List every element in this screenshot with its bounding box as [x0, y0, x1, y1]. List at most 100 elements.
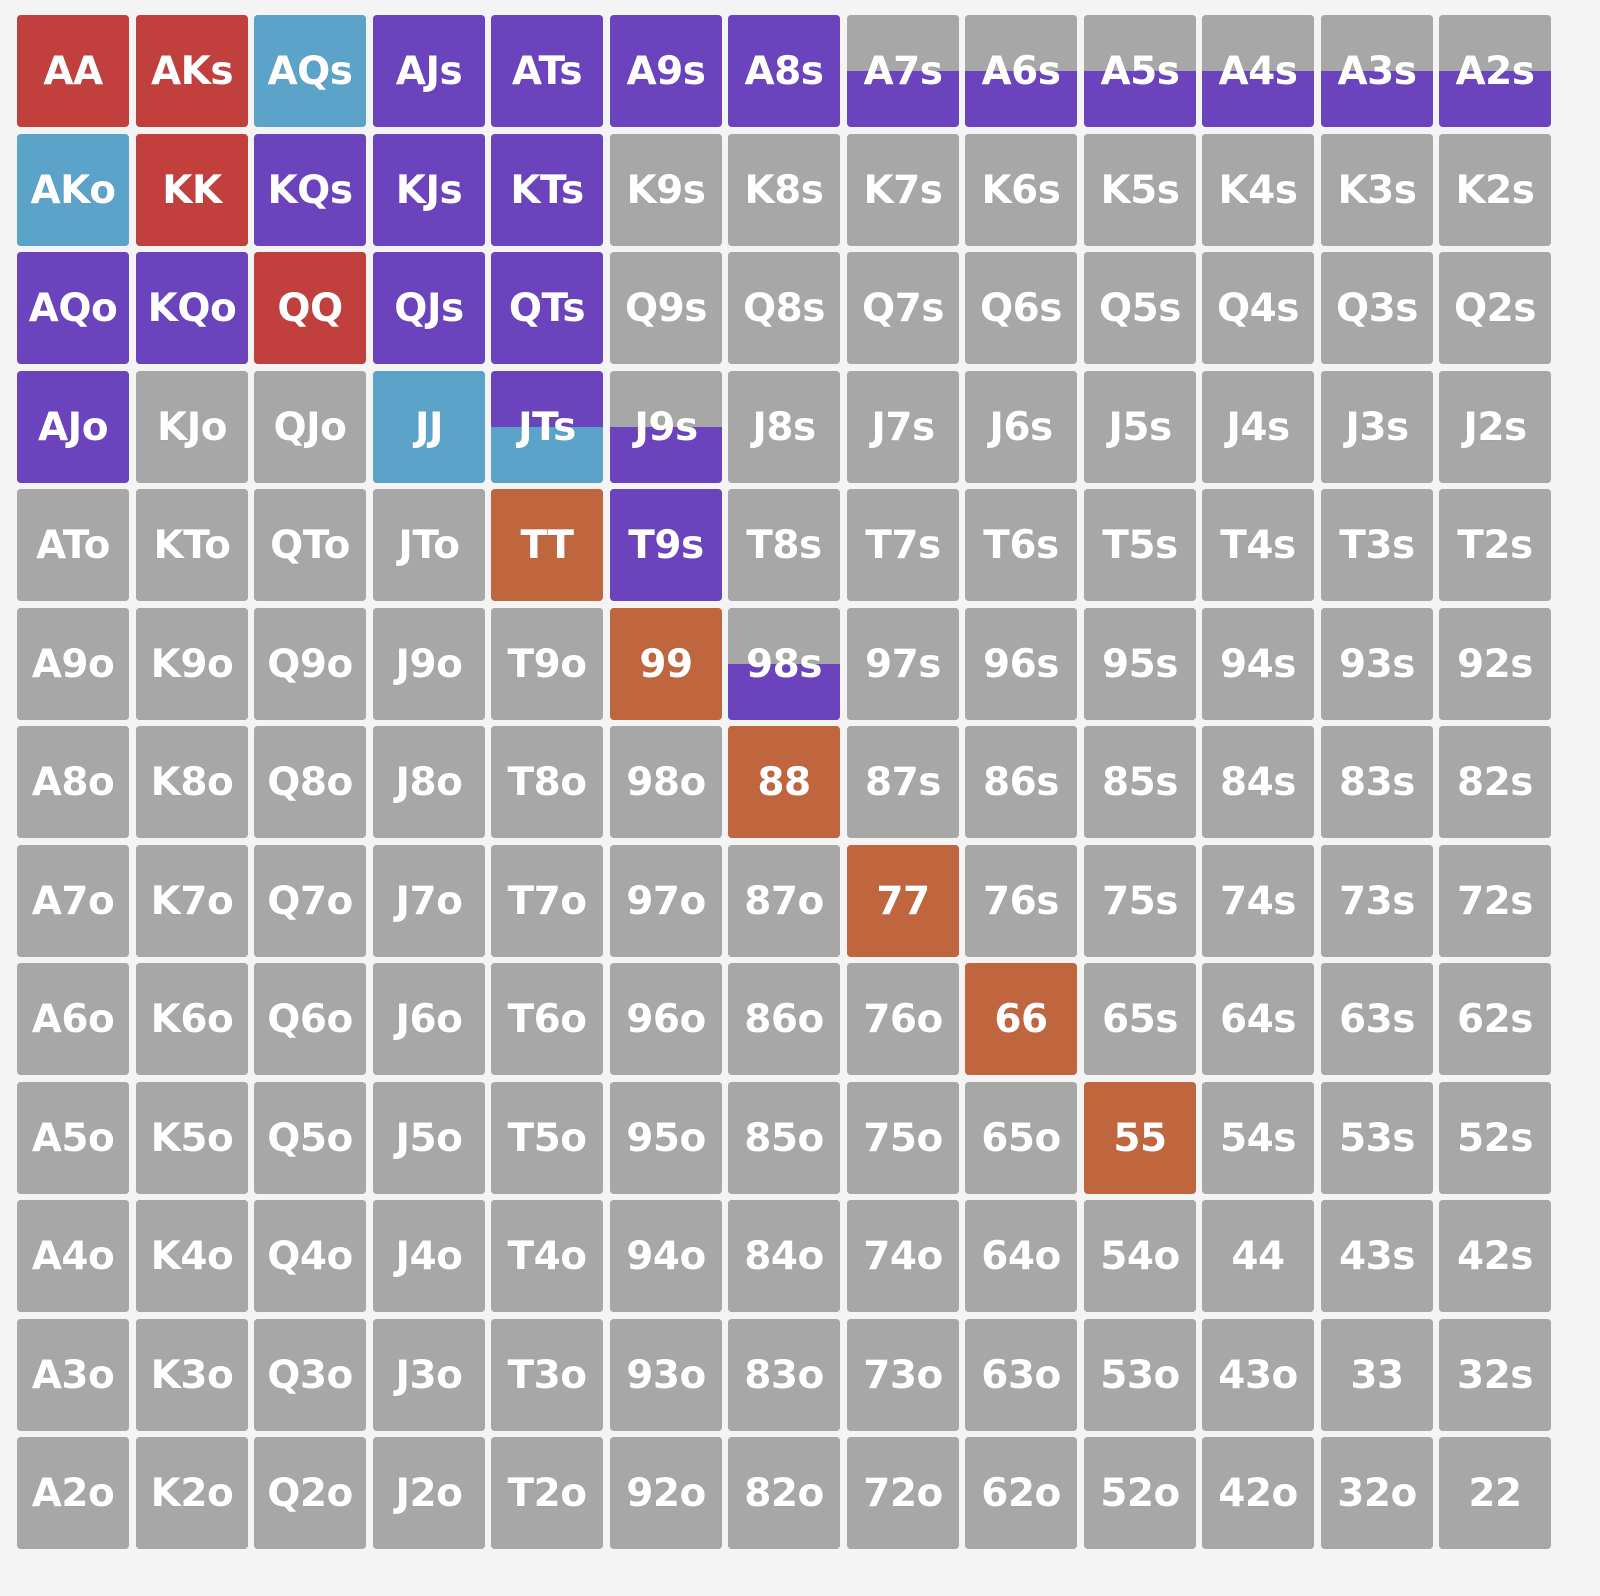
hand-cell-j2o[interactable]: J2o — [373, 1437, 485, 1549]
hand-cell-jto[interactable]: JTo — [373, 489, 485, 601]
hand-cell-ats[interactable]: ATs — [491, 15, 603, 127]
hand-cell-94o[interactable]: 94o — [610, 1200, 722, 1312]
hand-cell-t2s[interactable]: T2s — [1439, 489, 1551, 601]
hand-cell-j5o[interactable]: J5o — [373, 1082, 485, 1194]
hand-cell-j4o[interactable]: J4o — [373, 1200, 485, 1312]
hand-cell-q3s[interactable]: Q3s — [1321, 252, 1433, 364]
hand-cell-63s[interactable]: 63s — [1321, 963, 1433, 1075]
hand-cell-a8s[interactable]: A8s — [728, 15, 840, 127]
hand-cell-82o[interactable]: 82o — [728, 1437, 840, 1549]
hand-cell-93o[interactable]: 93o — [610, 1319, 722, 1431]
hand-cell-62s[interactable]: 62s — [1439, 963, 1551, 1075]
hand-cell-72s[interactable]: 72s — [1439, 845, 1551, 957]
hand-cell-53s[interactable]: 53s — [1321, 1082, 1433, 1194]
hand-cell-85s[interactable]: 85s — [1084, 726, 1196, 838]
hand-cell-a5s[interactable]: A5s — [1084, 15, 1196, 127]
hand-cell-tt[interactable]: TT — [491, 489, 603, 601]
hand-cell-ajo[interactable]: AJo — [17, 371, 129, 483]
hand-cell-88[interactable]: 88 — [728, 726, 840, 838]
hand-cell-k3s[interactable]: K3s — [1321, 134, 1433, 246]
hand-cell-kjs[interactable]: KJs — [373, 134, 485, 246]
hand-cell-a6o[interactable]: A6o — [17, 963, 129, 1075]
hand-cell-54o[interactable]: 54o — [1084, 1200, 1196, 1312]
hand-cell-55[interactable]: 55 — [1084, 1082, 1196, 1194]
hand-cell-73o[interactable]: 73o — [847, 1319, 959, 1431]
hand-cell-53o[interactable]: 53o — [1084, 1319, 1196, 1431]
hand-cell-jts[interactable]: JTs — [491, 371, 603, 483]
hand-cell-qq[interactable]: QQ — [254, 252, 366, 364]
hand-cell-t4o[interactable]: T4o — [491, 1200, 603, 1312]
hand-cell-87o[interactable]: 87o — [728, 845, 840, 957]
hand-cell-j2s[interactable]: J2s — [1439, 371, 1551, 483]
hand-cell-q4o[interactable]: Q4o — [254, 1200, 366, 1312]
hand-cell-qjo[interactable]: QJo — [254, 371, 366, 483]
hand-cell-a5o[interactable]: A5o — [17, 1082, 129, 1194]
hand-cell-t3s[interactable]: T3s — [1321, 489, 1433, 601]
hand-cell-k2o[interactable]: K2o — [136, 1437, 248, 1549]
hand-cell-j7s[interactable]: J7s — [847, 371, 959, 483]
hand-cell-aks[interactable]: AKs — [136, 15, 248, 127]
hand-cell-j6o[interactable]: J6o — [373, 963, 485, 1075]
hand-cell-qts[interactable]: QTs — [491, 252, 603, 364]
hand-cell-86o[interactable]: 86o — [728, 963, 840, 1075]
hand-cell-k6o[interactable]: K6o — [136, 963, 248, 1075]
hand-cell-t3o[interactable]: T3o — [491, 1319, 603, 1431]
hand-cell-98s[interactable]: 98s — [728, 608, 840, 720]
hand-cell-73s[interactable]: 73s — [1321, 845, 1433, 957]
hand-cell-42s[interactable]: 42s — [1439, 1200, 1551, 1312]
hand-cell-kjo[interactable]: KJo — [136, 371, 248, 483]
hand-cell-96o[interactable]: 96o — [610, 963, 722, 1075]
hand-cell-t5s[interactable]: T5s — [1084, 489, 1196, 601]
hand-cell-q5o[interactable]: Q5o — [254, 1082, 366, 1194]
hand-cell-a9o[interactable]: A9o — [17, 608, 129, 720]
hand-cell-a8o[interactable]: A8o — [17, 726, 129, 838]
hand-cell-a6s[interactable]: A6s — [965, 15, 1077, 127]
hand-cell-43s[interactable]: 43s — [1321, 1200, 1433, 1312]
hand-cell-22[interactable]: 22 — [1439, 1437, 1551, 1549]
hand-cell-75o[interactable]: 75o — [847, 1082, 959, 1194]
hand-cell-j4s[interactable]: J4s — [1202, 371, 1314, 483]
hand-cell-63o[interactable]: 63o — [965, 1319, 1077, 1431]
hand-cell-77[interactable]: 77 — [847, 845, 959, 957]
hand-cell-k7o[interactable]: K7o — [136, 845, 248, 957]
hand-cell-83s[interactable]: 83s — [1321, 726, 1433, 838]
hand-cell-76o[interactable]: 76o — [847, 963, 959, 1075]
hand-cell-97s[interactable]: 97s — [847, 608, 959, 720]
hand-cell-t7s[interactable]: T7s — [847, 489, 959, 601]
hand-cell-k8o[interactable]: K8o — [136, 726, 248, 838]
hand-cell-q2o[interactable]: Q2o — [254, 1437, 366, 1549]
hand-cell-k3o[interactable]: K3o — [136, 1319, 248, 1431]
hand-cell-83o[interactable]: 83o — [728, 1319, 840, 1431]
hand-cell-32o[interactable]: 32o — [1321, 1437, 1433, 1549]
hand-cell-75s[interactable]: 75s — [1084, 845, 1196, 957]
hand-cell-98o[interactable]: 98o — [610, 726, 722, 838]
hand-cell-k2s[interactable]: K2s — [1439, 134, 1551, 246]
hand-cell-92o[interactable]: 92o — [610, 1437, 722, 1549]
hand-cell-43o[interactable]: 43o — [1202, 1319, 1314, 1431]
hand-cell-87s[interactable]: 87s — [847, 726, 959, 838]
hand-cell-a7o[interactable]: A7o — [17, 845, 129, 957]
hand-cell-t2o[interactable]: T2o — [491, 1437, 603, 1549]
hand-cell-j6s[interactable]: J6s — [965, 371, 1077, 483]
hand-cell-q7o[interactable]: Q7o — [254, 845, 366, 957]
hand-cell-kqo[interactable]: KQo — [136, 252, 248, 364]
hand-cell-a2s[interactable]: A2s — [1439, 15, 1551, 127]
hand-cell-j8s[interactable]: J8s — [728, 371, 840, 483]
hand-cell-a4o[interactable]: A4o — [17, 1200, 129, 1312]
hand-cell-q6s[interactable]: Q6s — [965, 252, 1077, 364]
hand-cell-k6s[interactable]: K6s — [965, 134, 1077, 246]
hand-cell-q5s[interactable]: Q5s — [1084, 252, 1196, 364]
hand-cell-a2o[interactable]: A2o — [17, 1437, 129, 1549]
hand-cell-96s[interactable]: 96s — [965, 608, 1077, 720]
hand-cell-ako[interactable]: AKo — [17, 134, 129, 246]
hand-cell-q6o[interactable]: Q6o — [254, 963, 366, 1075]
hand-cell-k8s[interactable]: K8s — [728, 134, 840, 246]
hand-cell-j9o[interactable]: J9o — [373, 608, 485, 720]
hand-cell-j7o[interactable]: J7o — [373, 845, 485, 957]
hand-cell-k5o[interactable]: K5o — [136, 1082, 248, 1194]
hand-cell-q2s[interactable]: Q2s — [1439, 252, 1551, 364]
hand-cell-86s[interactable]: 86s — [965, 726, 1077, 838]
hand-cell-kk[interactable]: KK — [136, 134, 248, 246]
hand-cell-t9o[interactable]: T9o — [491, 608, 603, 720]
hand-cell-64s[interactable]: 64s — [1202, 963, 1314, 1075]
